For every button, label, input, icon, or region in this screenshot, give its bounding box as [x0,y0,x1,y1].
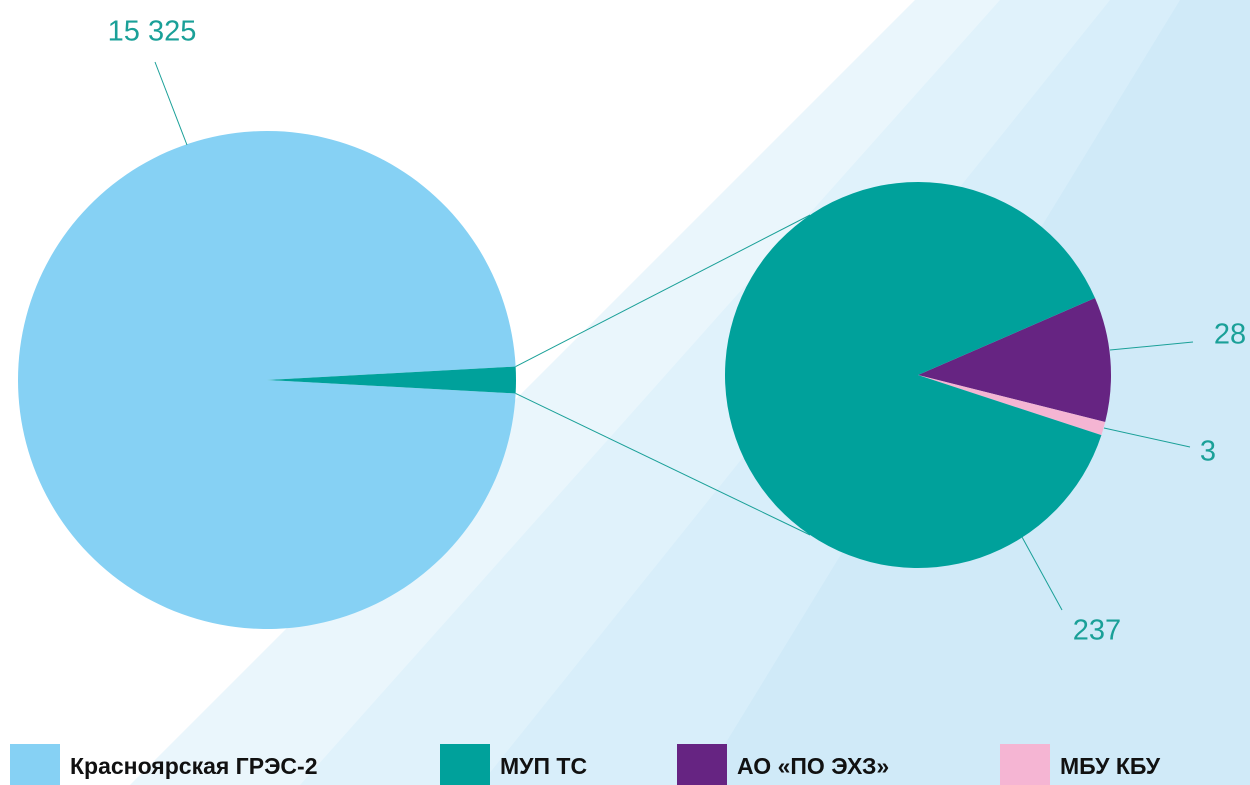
connector [515,392,811,536]
legend-label: МУП ТС [500,753,587,779]
pie-slice [267,366,516,394]
leader-line [1109,341,1194,351]
pie-slice [918,375,1106,436]
data-label: 3 [1200,436,1216,468]
legend-swatch [440,744,490,785]
pie-slice [17,130,516,629]
legend-swatch [10,744,60,785]
legend-swatch [677,744,727,785]
legend-label: Красноярская ГРЭС-2 [70,753,318,779]
connector [515,214,811,368]
legend-label: МБУ КБУ [1060,753,1161,779]
pie-slice [918,298,1111,423]
pie-slice [725,182,1102,569]
data-label: 15 325 [108,16,197,48]
leader-line [154,61,188,146]
data-label: 28 [1214,319,1246,351]
data-label: 237 [1073,615,1121,647]
legend-swatch [1000,744,1050,785]
leader-line [1021,536,1063,611]
leader-line [1103,427,1191,448]
legend-label: АО «ПО ЭХЗ» [737,753,889,779]
